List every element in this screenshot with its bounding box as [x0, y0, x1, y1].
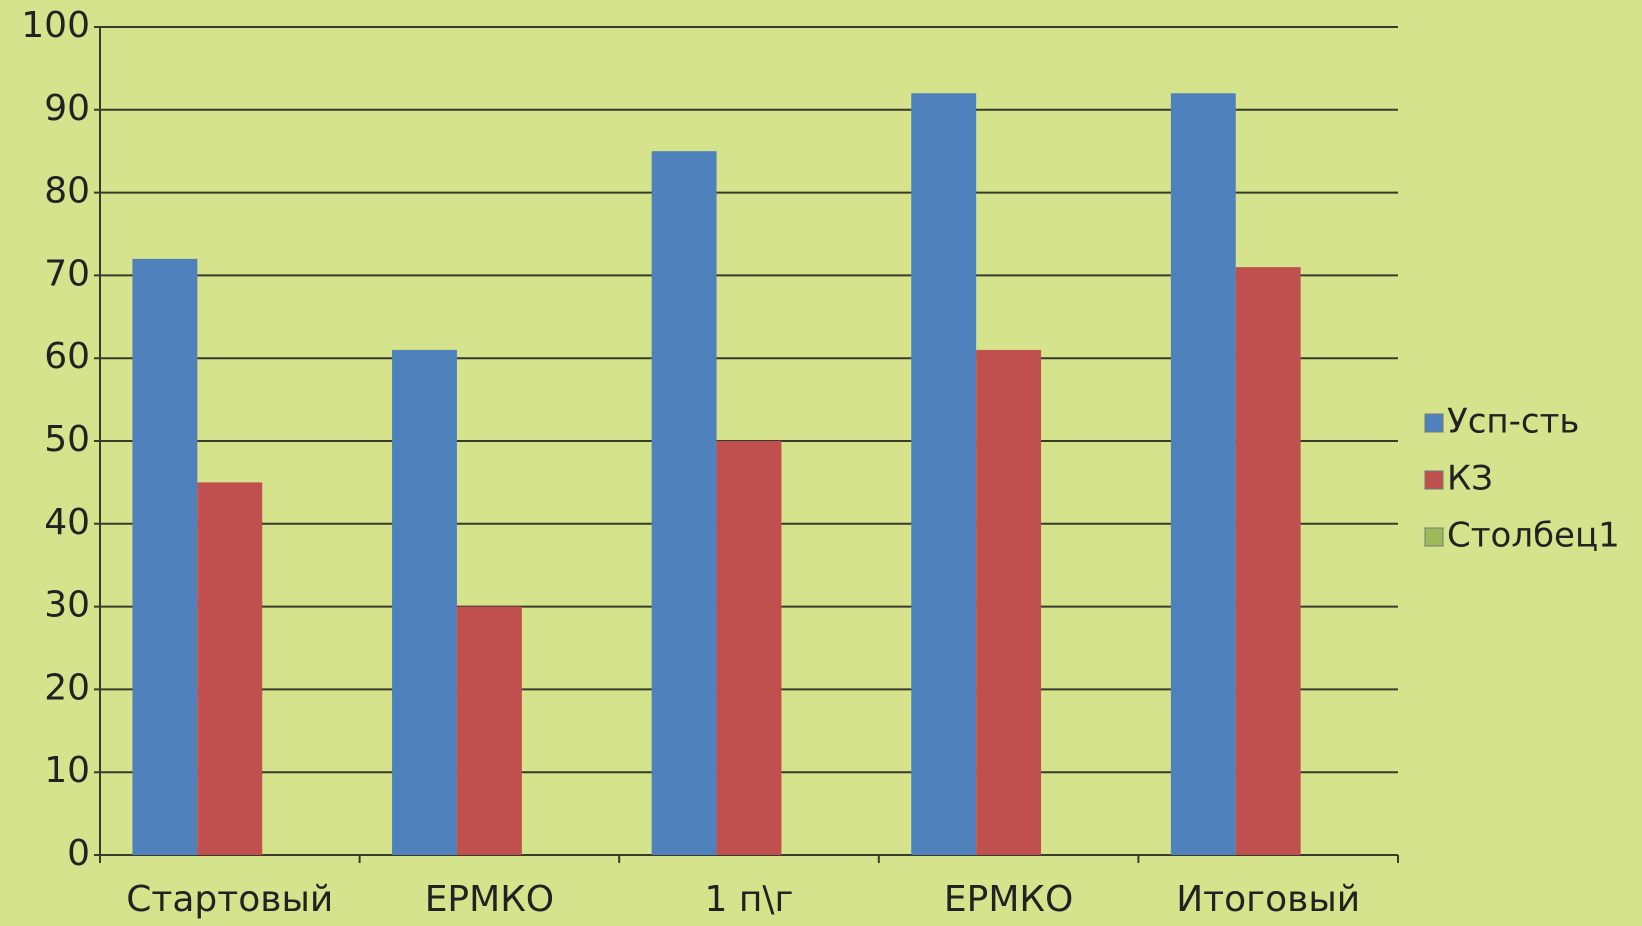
x-tick-label: ЕРМКО	[425, 879, 554, 920]
y-tick-label: 60	[44, 336, 90, 377]
legend-label: КЗ	[1447, 459, 1493, 499]
bar	[132, 258, 198, 856]
bar	[976, 349, 1042, 855]
bar	[197, 482, 263, 855]
bar	[716, 441, 782, 855]
y-tick-label: 90	[44, 88, 90, 129]
legend-label: Усп-сть	[1447, 402, 1579, 442]
bar	[651, 151, 717, 855]
y-tick-label: 70	[44, 253, 90, 294]
x-tick-label: Стартовый	[126, 879, 333, 920]
y-tick-label: 10	[44, 750, 90, 791]
bar	[1235, 267, 1301, 855]
y-tick-label: 50	[44, 419, 90, 460]
y-tick-label: 30	[44, 585, 90, 626]
legend-swatch	[1424, 413, 1444, 433]
bar	[392, 349, 457, 855]
y-tick-label: 100	[21, 5, 90, 46]
legend-swatch	[1424, 470, 1444, 490]
y-tick-label: 20	[44, 667, 90, 708]
x-tick-label: 1 п\г	[705, 879, 794, 920]
x-tick-label: Итоговый	[1176, 879, 1360, 920]
legend-label: Столбец1	[1447, 516, 1620, 556]
y-tick-label: 0	[67, 833, 90, 874]
x-tick-label: ЕРМКО	[944, 879, 1073, 920]
legend-swatch	[1424, 527, 1444, 547]
bar	[911, 93, 977, 856]
bar	[1170, 93, 1236, 856]
y-tick-label: 80	[44, 171, 90, 212]
bar	[456, 606, 522, 855]
y-tick-label: 40	[44, 502, 90, 543]
